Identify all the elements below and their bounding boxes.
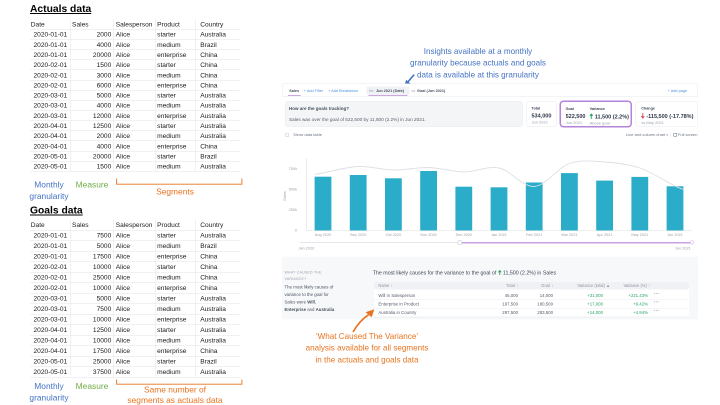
svg-text:Sales: Sales [283, 191, 287, 201]
svg-text:Jun 2021: Jun 2021 [667, 233, 683, 237]
svg-text:Dec 2020: Dec 2020 [456, 233, 472, 237]
svg-text:Jan 2021: Jan 2021 [491, 233, 507, 237]
svg-text:Oct 2020: Oct 2020 [386, 233, 402, 237]
svg-text:Aug 2020: Aug 2020 [315, 233, 331, 237]
svg-text:Mar 2021: Mar 2021 [561, 233, 577, 237]
svg-text:500k: 500k [289, 188, 297, 192]
svg-text:Apr 2021: Apr 2021 [597, 233, 613, 237]
svg-text:750k: 750k [289, 167, 297, 171]
svg-text:Feb 2021: Feb 2021 [526, 233, 542, 237]
svg-text:0: 0 [295, 229, 297, 233]
svg-text:Nov 2020: Nov 2020 [420, 233, 436, 237]
svg-text:Sep 2020: Sep 2020 [350, 233, 366, 237]
svg-text:250k: 250k [289, 208, 297, 212]
svg-text:May 2021: May 2021 [631, 233, 648, 237]
